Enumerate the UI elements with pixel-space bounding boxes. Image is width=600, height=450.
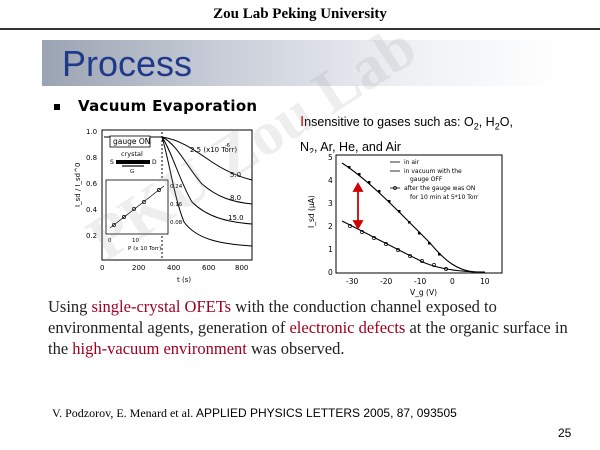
highlight-text: electronic defects <box>289 318 406 337</box>
slide-title: Process <box>62 43 193 84</box>
citation-journal: APPLIED PHYSICS LETTERS 2005, 87, 093505 <box>193 406 457 420</box>
y-axis-label: I_sd / I_sd^0 <box>74 163 82 207</box>
x-tick: 0 <box>450 277 455 286</box>
y-tick: 0.4 <box>86 206 98 214</box>
y-tick: 2 <box>328 222 333 231</box>
y-tick: 0.2 <box>86 232 97 240</box>
x-tick: 0 <box>100 264 104 272</box>
h2o-subscript: 2 <box>494 121 500 132</box>
inset-y-tick: 0.08 <box>170 220 183 226</box>
x-tick: 200 <box>132 264 145 272</box>
figure-right-transfer: 5 4 3 2 1 0 -30 -20 -10 0 10 V_g (V) I_s… <box>300 153 508 298</box>
insensitive-initial: I <box>300 113 305 130</box>
y-tick: 4 <box>328 176 333 185</box>
x-tick: 800 <box>235 264 248 272</box>
body-text-part: at the organic surface in the <box>48 318 568 358</box>
pressure-label: 15.0 <box>228 214 244 222</box>
crystal-label: crystal <box>121 150 143 158</box>
body-text-part: with the conduction channel exposed to e… <box>48 297 497 337</box>
pressure-label: 8.0 <box>230 194 241 202</box>
h2o-prefix: , H <box>478 115 495 129</box>
o2-subscript: 2 <box>473 121 479 132</box>
y-tick: 5 <box>328 153 333 162</box>
header-divider <box>0 28 600 30</box>
y-tick: 3 <box>328 199 333 208</box>
citation: V. Podzorov, E. Menard et al. APPLIED PH… <box>52 406 457 421</box>
legend-item: in vacuum with the <box>404 168 462 175</box>
y-tick: 0.6 <box>86 180 98 188</box>
insensitive-text-2: , Ar, He, and Air <box>314 139 401 154</box>
y-axis-label: I_sd (µA) <box>307 195 316 228</box>
h2o-suffix: O, <box>499 115 513 129</box>
body-text-part: was observed. <box>246 339 345 358</box>
inset-y-tick: 0.24 <box>170 184 183 190</box>
y-tick: 0 <box>328 268 333 277</box>
bullet-marker <box>54 104 60 110</box>
inset-x-tick: 0 <box>108 238 112 244</box>
n2-subscript: 2 <box>309 146 315 156</box>
x-tick: 600 <box>202 264 215 272</box>
d-label: D <box>152 159 157 166</box>
y-tick: 1 <box>328 245 333 254</box>
x-axis-label: t (s) <box>177 276 191 284</box>
legend-item: gauge OFF <box>410 176 443 183</box>
page-number: 25 <box>558 426 572 440</box>
x-tick: -10 <box>414 277 426 286</box>
x-tick: -20 <box>380 277 392 286</box>
pressure-exp: -6 <box>225 143 230 149</box>
x-tick: -30 <box>346 277 358 286</box>
x-tick: 400 <box>167 264 180 272</box>
n2-prefix: N <box>300 139 310 154</box>
figure-left-decay: 1.0 0.8 0.6 0.4 0.2 0 200 400 600 800 t … <box>72 122 260 292</box>
legend-item: after the gauge was ON <box>404 185 475 192</box>
gauge-on-label: gauge ON <box>113 137 150 146</box>
citation-authors: V. Podzorov, E. Menard et al. <box>52 406 194 420</box>
bullet-text: Vacuum Evaporation <box>78 97 258 115</box>
y-tick: 1.0 <box>86 128 97 136</box>
insensitive-text: nsensitive to gases such as: O <box>304 115 474 129</box>
body-text-part: Using <box>48 297 92 316</box>
highlight-text: single-crystal OFETs <box>91 297 232 316</box>
g-label: G <box>130 169 134 175</box>
inset-y-tick: 0.16 <box>170 202 183 208</box>
legend-item: in air <box>404 159 420 166</box>
insensitive-note: Insensitive to gases such as: O2, H2O, N… <box>300 112 540 161</box>
x-axis-label: V_g (V) <box>410 288 437 297</box>
inset-x-tick: 10 <box>132 238 139 244</box>
slide-header: Zou Lab Peking University <box>213 6 387 22</box>
pressure-label: 2.5 (x10 Torr) <box>190 146 237 154</box>
highlight-text: high-vacuum environment <box>72 339 247 358</box>
body-paragraph: Using single-crystal OFETs with the cond… <box>48 296 568 359</box>
x-tick: 10 <box>480 277 490 286</box>
legend-item: for 10 min at 5*10 Torr <box>410 194 479 201</box>
y-tick: 0.8 <box>86 154 97 162</box>
s-label: S <box>110 159 114 166</box>
title-band <box>42 40 562 86</box>
pressure-label: 5.0 <box>230 171 241 179</box>
inset-x-label: P (x 10 Torr) <box>128 246 161 252</box>
